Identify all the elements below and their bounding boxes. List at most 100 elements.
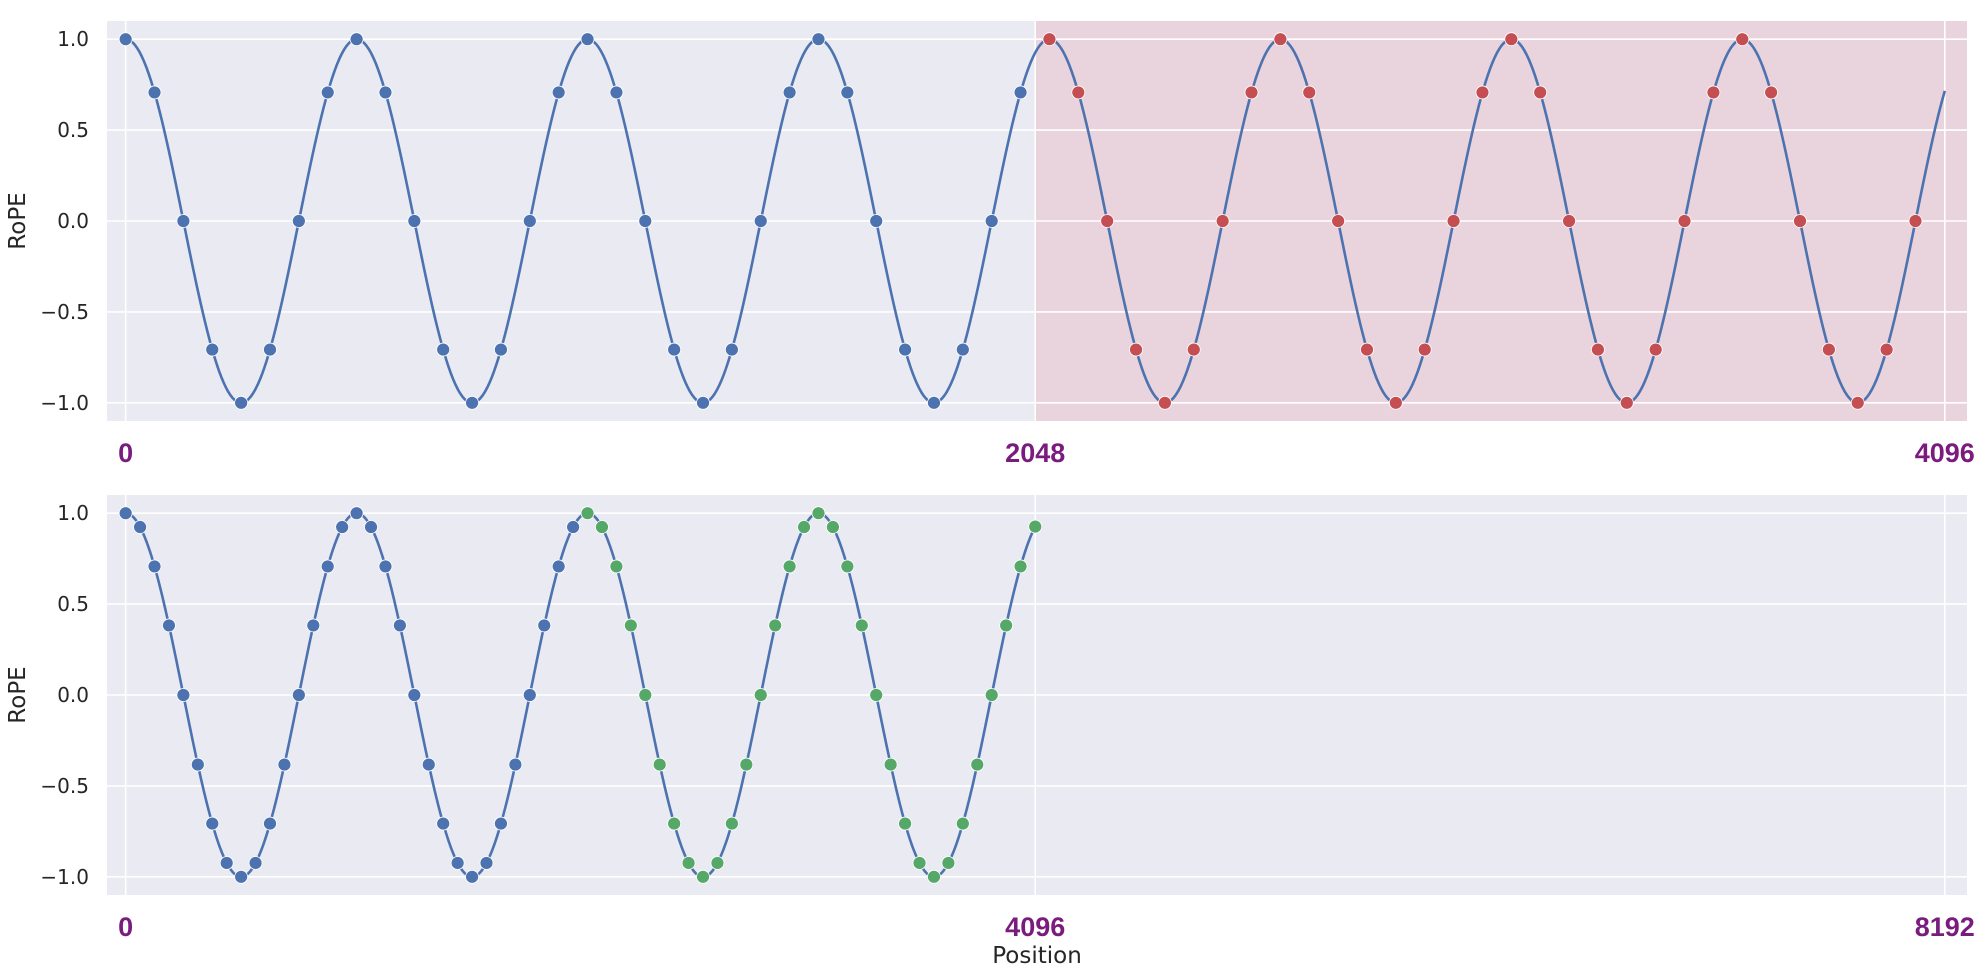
rope-curve [125, 37, 1947, 405]
data-point [479, 856, 494, 870]
data-point [566, 520, 581, 534]
y-tick-label: 0.0 [57, 209, 89, 233]
data-point [840, 559, 855, 574]
data-point [1028, 519, 1043, 534]
data-point [494, 342, 508, 357]
data-point [176, 688, 191, 702]
data-point [609, 559, 624, 574]
data-point [984, 688, 999, 702]
data-point [1764, 85, 1779, 100]
data-point [1677, 214, 1692, 228]
data-point [1360, 342, 1374, 357]
data-point [1735, 32, 1750, 47]
data-point [724, 342, 739, 357]
data-point [955, 342, 970, 357]
x-tick-label: 4096 [1915, 438, 1975, 468]
data-point [494, 816, 508, 831]
data-point [205, 816, 220, 831]
data-point [652, 757, 667, 772]
data-point [869, 214, 884, 228]
data-point [898, 342, 912, 357]
subplot-top: 1.0 0.5 0.0 −0.5 −1.0 0 2048 4096 RoPE [5, 21, 1975, 468]
data-point [465, 869, 479, 884]
data-point [811, 32, 826, 47]
data-point [277, 757, 292, 772]
data-point [349, 506, 364, 521]
data-point [147, 85, 162, 100]
data-point [782, 559, 797, 574]
data-point [436, 342, 451, 357]
data-point [1706, 85, 1721, 100]
data-point [1850, 395, 1865, 410]
data-point [797, 520, 811, 534]
data-point [306, 618, 321, 633]
data-point [320, 559, 335, 574]
data-point [551, 559, 566, 574]
data-point [1100, 214, 1115, 228]
data-point [1129, 342, 1143, 357]
data-point [263, 816, 277, 831]
data-point [667, 342, 682, 357]
data-point [450, 856, 465, 870]
data-point [393, 618, 407, 633]
data-point [681, 856, 696, 870]
y-tick-label: −0.5 [40, 300, 89, 324]
data-point [609, 85, 624, 100]
data-point [999, 618, 1014, 633]
data-point [970, 757, 985, 772]
data-point [1042, 32, 1057, 47]
data-point [1071, 85, 1086, 100]
data-point [522, 214, 537, 228]
y-axis-title: RoPE [5, 192, 31, 249]
data-point [1186, 342, 1201, 357]
y-tick-label: 0.5 [57, 118, 89, 142]
data-point [811, 506, 826, 521]
data-point [927, 869, 941, 884]
data-point [234, 869, 249, 884]
x-tick-label: 8192 [1915, 912, 1975, 942]
data-point [1388, 395, 1403, 410]
data-point [133, 520, 147, 534]
data-point [1908, 214, 1923, 228]
data-point [1821, 342, 1836, 357]
data-point [1273, 32, 1288, 47]
data-point [291, 688, 306, 702]
y-axis-title: RoPE [5, 666, 31, 723]
data-point [1013, 559, 1028, 574]
data-point [840, 85, 855, 100]
data-point [869, 688, 884, 702]
data-point [378, 559, 393, 574]
data-point [1533, 85, 1548, 100]
data-point [176, 214, 191, 228]
data-point [1158, 395, 1172, 410]
data-point [941, 856, 956, 870]
data-point [234, 395, 249, 410]
data-point [1417, 342, 1432, 357]
data-point [638, 688, 653, 702]
data-point [1879, 342, 1894, 357]
data-point [898, 816, 912, 831]
data-point [291, 214, 306, 228]
x-tick-label: 0 [118, 438, 133, 468]
data-point [1244, 85, 1259, 100]
x-axis-title: Position [992, 943, 1082, 969]
data-point [378, 85, 393, 100]
data-point [465, 395, 479, 410]
data-point [927, 395, 941, 410]
data-point [118, 506, 133, 521]
data-point [696, 869, 710, 884]
rope-curve [125, 511, 1037, 879]
data-point [580, 32, 595, 47]
data-point [1446, 214, 1461, 228]
data-point [537, 618, 552, 633]
subplot-bottom: 1.0 0.5 0.0 −0.5 −1.0 0 4096 8192 RoPE Position [5, 495, 1975, 969]
data-point [407, 688, 422, 702]
data-point [205, 342, 220, 357]
data-point [118, 32, 133, 47]
data-point [710, 856, 725, 870]
data-point [1331, 214, 1346, 228]
data-point [162, 618, 176, 633]
y-tick-label: 0.5 [57, 592, 89, 616]
data-point [696, 395, 710, 410]
y-tick-label: −0.5 [40, 774, 89, 798]
